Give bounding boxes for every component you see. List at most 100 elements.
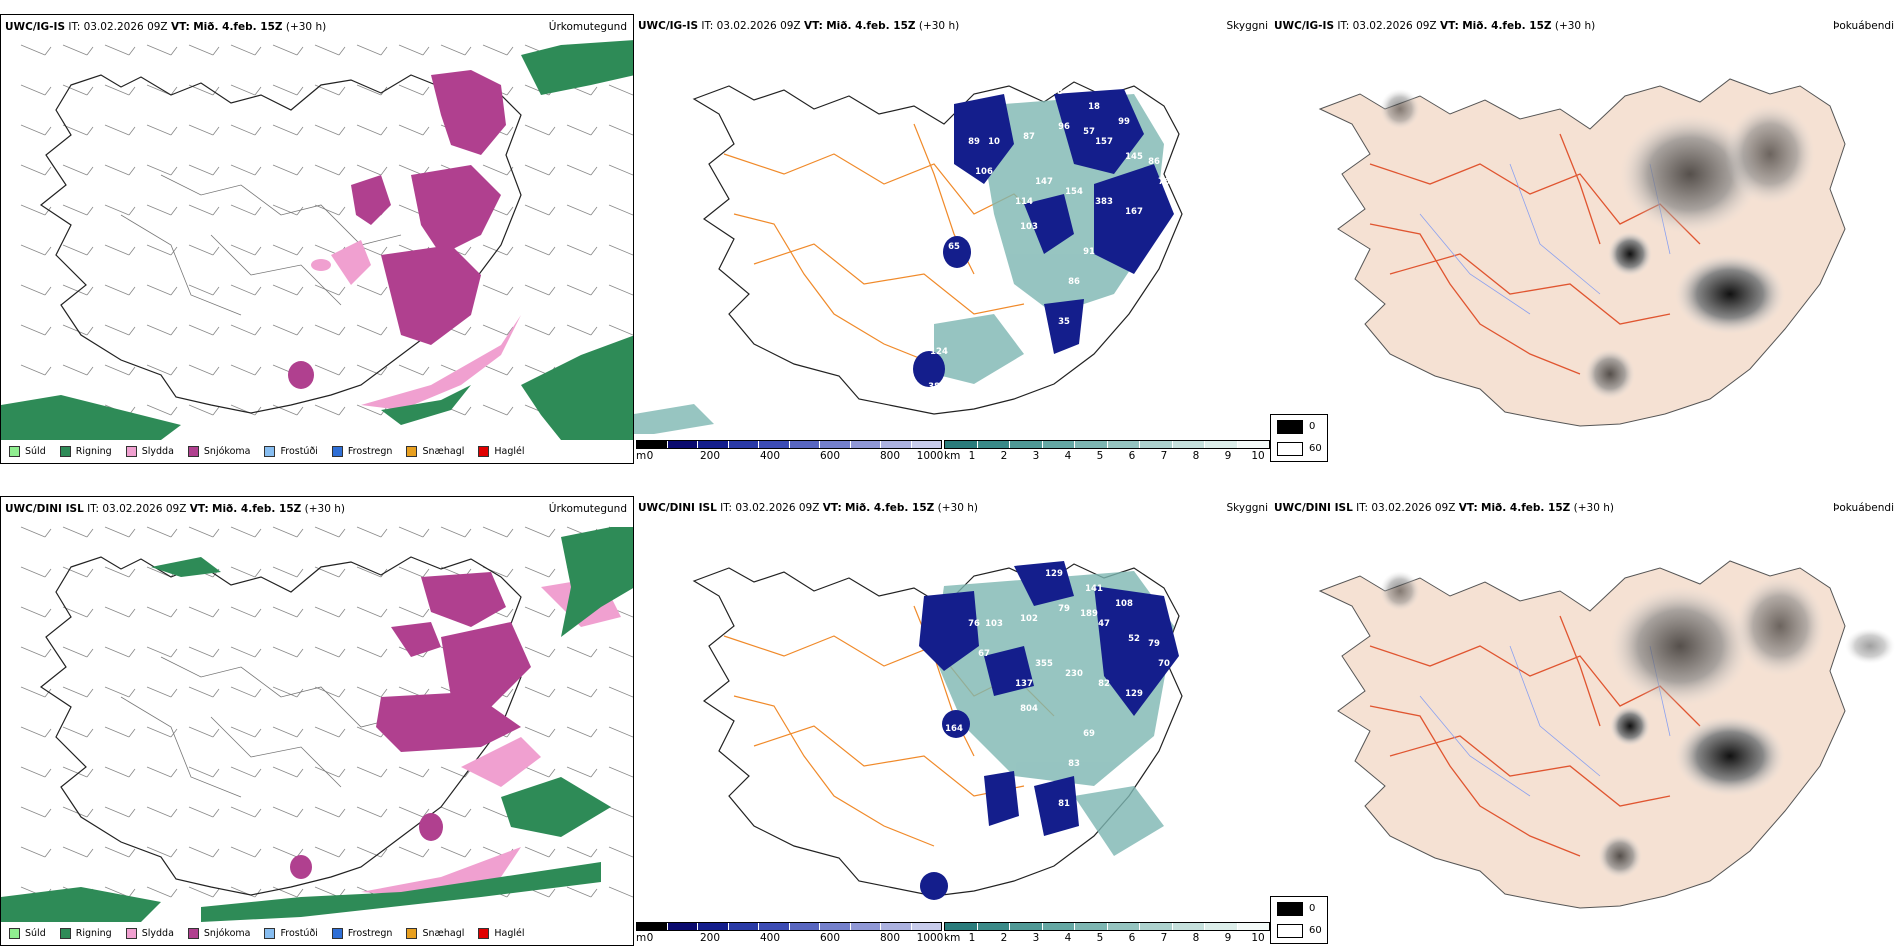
visibility-color-bin <box>1075 923 1108 930</box>
wind-barb <box>272 44 304 56</box>
ceiling-value-label: 70 <box>1158 659 1170 669</box>
ceiling-value-label: 106 <box>975 167 993 177</box>
panel-title: UWC/IG-IS IT: 03.02.2026 09Z VT: Mið. 4.… <box>638 20 960 32</box>
wind-barb <box>398 566 430 578</box>
visibility-tick: 2 <box>1000 932 1008 944</box>
wind-barb <box>104 846 136 858</box>
visibility-unit: km <box>944 450 961 462</box>
wind-barb <box>104 606 136 618</box>
wind-barb <box>62 324 94 336</box>
wind-barb <box>104 806 136 818</box>
wind-barb <box>146 364 178 376</box>
panel-name: Þokuábendi <box>1833 20 1894 32</box>
wind-barb <box>314 404 346 416</box>
wind-barb <box>524 686 556 698</box>
visibility-color-bin <box>1205 441 1238 448</box>
precip-legend: Súld Rigning Slydda Snjókoma Frostúði Fr… <box>1 440 531 462</box>
wind-barb <box>230 244 262 256</box>
visibility-tick: 5 <box>1096 450 1104 462</box>
wind-barb <box>62 646 94 658</box>
precip-legend: Súld Rigning Slydda Snjókoma Frostúði Fr… <box>1 922 531 944</box>
wind-barb <box>62 806 94 818</box>
legend-item: Súld <box>9 445 46 457</box>
visibility-panel-row1: UWC/IG-IS IT: 03.02.2026 09Z VT: Mið. 4.… <box>634 14 1270 464</box>
wind-barb <box>230 164 262 176</box>
wind-barb <box>230 686 262 698</box>
ceiling-value-label: 52 <box>1128 634 1140 644</box>
wind-barb <box>440 526 472 538</box>
ceiling-value-label: 76 <box>1158 177 1170 187</box>
visibility-color-bin <box>1107 441 1140 448</box>
wind-barb <box>20 606 52 618</box>
legend-item: Snæhagl <box>406 445 464 457</box>
legend-swatch <box>59 445 71 457</box>
visibility-tick: 9 <box>1224 932 1232 944</box>
legend-swatch <box>264 927 276 939</box>
wind-barb <box>62 204 94 216</box>
wind-barb <box>188 364 220 376</box>
wind-barb <box>356 324 388 336</box>
wind-barb <box>398 84 430 96</box>
panel-name: Úrkomutegund <box>548 503 627 515</box>
visibility-color-bin <box>945 441 978 448</box>
wind-barb <box>524 526 556 538</box>
wind-barb <box>272 686 304 698</box>
fog-label: 0 <box>1309 421 1316 432</box>
wind-barb <box>566 726 598 738</box>
wind-barb <box>188 124 220 136</box>
wind-barb <box>398 44 430 56</box>
wind-barb <box>272 164 304 176</box>
ceiling-tick: 1000 <box>916 932 944 944</box>
ceiling-value-label: 154 <box>1065 187 1083 197</box>
visibility-color-bin <box>1205 923 1238 930</box>
ceiling-value-label: 65 <box>948 242 960 252</box>
wind-barb <box>104 324 136 336</box>
panel-name: Skyggni <box>1226 20 1269 32</box>
ceiling-tick: 800 <box>879 450 901 462</box>
wind-barb <box>272 646 304 658</box>
wind-barb <box>314 846 346 858</box>
wind-barb <box>62 84 94 96</box>
wind-barb <box>146 124 178 136</box>
wind-barb <box>566 164 598 176</box>
wind-barb <box>146 164 178 176</box>
ceiling-value-label: 124 <box>930 347 948 357</box>
ceiling-value-label: 99 <box>1118 117 1130 127</box>
ceiling-tick: 800 <box>879 932 901 944</box>
legend-swatch <box>9 445 20 457</box>
wind-barb <box>20 364 52 376</box>
ceiling-color-bin <box>850 923 881 930</box>
wind-barb <box>62 846 94 858</box>
legend-swatch <box>125 445 137 457</box>
wind-barb <box>608 284 633 296</box>
ceiling-colorbar-bar <box>636 922 942 931</box>
wind-barb <box>230 726 262 738</box>
visibility-color-bin <box>1075 441 1108 448</box>
wind-barb <box>482 526 514 538</box>
panel-name: Úrkomutegund <box>548 21 627 33</box>
wind-barb <box>62 164 94 176</box>
wind-barb <box>104 686 136 698</box>
legend-swatch <box>264 445 276 457</box>
wind-barb <box>20 526 52 538</box>
legend-swatch <box>125 927 137 939</box>
wind-barb <box>482 244 514 256</box>
wind-barb <box>314 686 346 698</box>
ceiling-value-label: 145 <box>1125 152 1143 162</box>
ceiling-value-label: 164 <box>945 724 963 734</box>
visibility-tick: 4 <box>1064 932 1072 944</box>
wind-barb <box>524 726 556 738</box>
ceiling-color-bin <box>881 923 912 930</box>
legend-item: Snjókoma <box>187 445 250 457</box>
visibility-color-bin <box>1172 923 1205 930</box>
wind-barb <box>314 44 346 56</box>
wind-barb <box>398 364 430 376</box>
visibility-colorbar: km 1 2 3 4 5 6 7 8 9 10 <box>944 440 1270 464</box>
ceiling-value-label: 67 <box>978 649 990 659</box>
wind-barb <box>104 646 136 658</box>
panel-name: Skyggni <box>1226 502 1269 514</box>
wind-barb <box>20 686 52 698</box>
ceiling-colorbar: m 0 200 400 600 800 1000 <box>636 922 944 946</box>
visibility-color-bin <box>1042 923 1075 930</box>
ceiling-color-bin <box>789 923 820 930</box>
